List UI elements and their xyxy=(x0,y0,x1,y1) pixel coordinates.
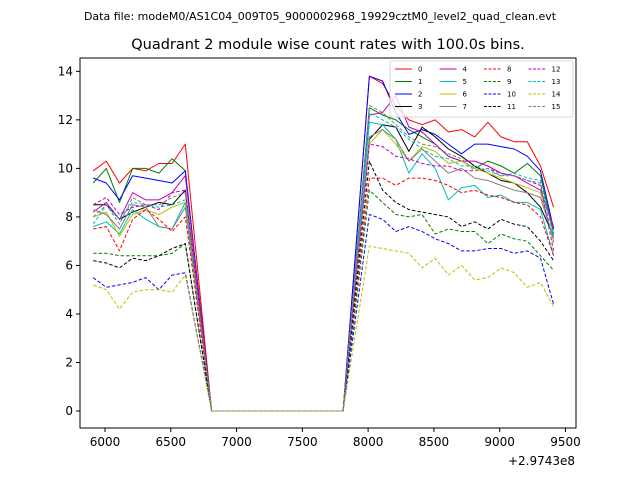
legend-label-module-8: 8 xyxy=(507,66,511,74)
series-lines xyxy=(92,75,555,412)
x-offset-label: +2.9743e8 xyxy=(508,454,575,468)
y-tick-label: 8 xyxy=(65,210,73,224)
y-tick-label: 14 xyxy=(58,64,73,78)
legend-label-module-10: 10 xyxy=(507,91,516,99)
chart-title: Quadrant 2 module wise count rates with … xyxy=(131,37,525,53)
x-tick-label: 8000 xyxy=(353,435,384,449)
x-tick-label: 7000 xyxy=(221,435,252,449)
series-line-module-14 xyxy=(93,245,555,412)
x-tick-label: 6500 xyxy=(156,435,187,449)
y-tick-label: 4 xyxy=(65,307,73,321)
x-tick-label: 9500 xyxy=(550,435,581,449)
legend-label-module-14: 14 xyxy=(552,91,561,99)
legend-label-module-7: 7 xyxy=(463,103,467,111)
legend-label-module-3: 3 xyxy=(418,103,422,111)
y-tick-label: 0 xyxy=(65,404,73,418)
x-tick-label: 6000 xyxy=(90,435,121,449)
legend-label-module-13: 13 xyxy=(552,78,561,86)
legend-label-module-0: 0 xyxy=(418,66,422,74)
legend-box xyxy=(389,60,574,118)
plot-area xyxy=(79,57,577,429)
legend-label-module-4: 4 xyxy=(463,66,468,74)
legend-label-module-12: 12 xyxy=(552,66,561,74)
x-tick-label: 8500 xyxy=(419,435,450,449)
x-axis: 6000 6500 7000 7500 8000 8500 9000 9500 xyxy=(90,428,581,449)
legend-label-module-1: 1 xyxy=(418,78,422,86)
legend-label-module-2: 2 xyxy=(418,91,422,99)
series-line-module-15 xyxy=(92,104,555,412)
y-tick-label: 2 xyxy=(65,355,73,369)
legend-label-module-5: 5 xyxy=(463,78,467,86)
y-tick-label: 6 xyxy=(65,258,73,272)
legend-label-module-9: 9 xyxy=(507,78,511,86)
x-tick-label: 9000 xyxy=(484,435,515,449)
x-tick-label: 7500 xyxy=(287,435,318,449)
legend-label-module-11: 11 xyxy=(507,103,516,111)
y-tick-label: 12 xyxy=(58,113,73,127)
y-axis: 0 2 4 6 8 10 12 14 xyxy=(58,64,80,418)
y-tick-label: 10 xyxy=(58,161,73,175)
legend-label-module-15: 15 xyxy=(552,103,561,111)
legend-label-module-6: 6 xyxy=(463,91,468,99)
suptitle: Data file: modeM0/AS1C04_009T05_90000029… xyxy=(84,10,557,23)
